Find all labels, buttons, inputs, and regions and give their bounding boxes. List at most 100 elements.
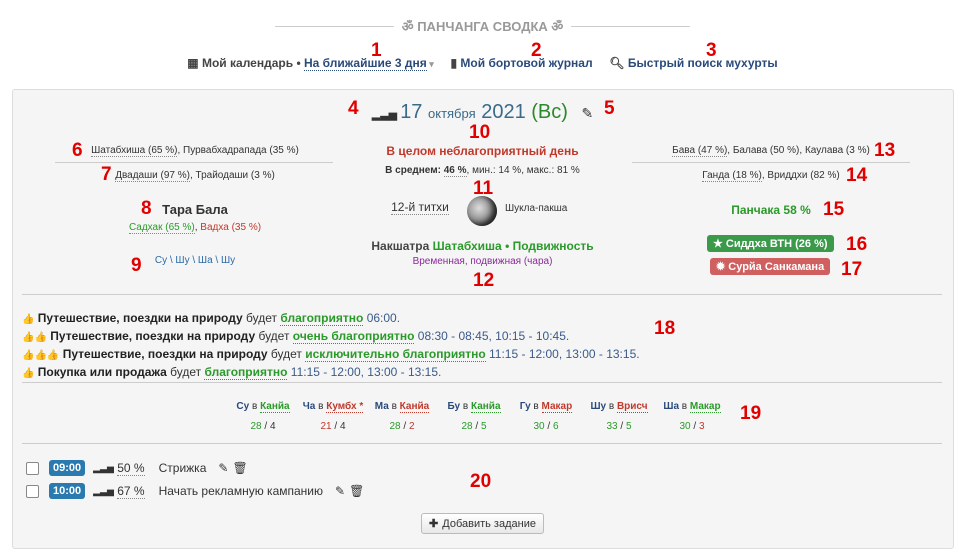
day-b: 4 <box>339 421 346 432</box>
signal-icon: ▂▃▅ <box>371 109 401 121</box>
thumbs-up-icon: 👍 <box>22 314 35 325</box>
karana-a[interactable]: Бава (47 %) <box>672 145 728 157</box>
panchaka: Панчака 58 % <box>731 203 811 217</box>
activity-row: 👍 Покупка или продажа будет благоприятно… <box>22 365 441 380</box>
weekdays-link[interactable]: Су \ Шу \ Ша \ Шу <box>154 255 236 266</box>
day-b: 2 <box>408 421 415 432</box>
marker-19: 19 <box>740 403 762 424</box>
marker-16: 16 <box>846 234 868 255</box>
nakshatra-a[interactable]: Шатабхиша (65 %) <box>91 145 178 157</box>
day-in: в <box>681 401 688 412</box>
day-cell: Су в Канйа 28 / 4 <box>236 401 290 432</box>
dvadashi[interactable]: Двадаши (97 %) <box>115 170 190 182</box>
tara-vadha: Вадха (35 %) <box>200 222 262 233</box>
my-calendar-label: Мой календарь <box>201 56 294 70</box>
day-b: 3 <box>698 421 705 432</box>
activity-row: 👍👍👍 Путешествие, поездки на природу буде… <box>22 347 640 362</box>
task-name: Стрижка <box>158 461 207 475</box>
day-abbr: Су <box>236 401 250 412</box>
paksha: Шукла-пакша <box>505 203 568 214</box>
activity-times: 08:30 - 08:45, 10:15 - 10:45. <box>417 329 570 343</box>
day-cell: Ча в Кумбх * 21 / 4 <box>302 401 364 432</box>
divider-2 <box>22 382 942 383</box>
day-a: 28 <box>250 421 262 432</box>
surya-text: Сурйа Санкамана <box>728 261 825 273</box>
marker-7: 7 <box>101 164 112 185</box>
page-title: ॐ ПАНЧАНГА СВОДКА ॐ <box>401 19 564 34</box>
trash-icon[interactable]: 🗑︎ <box>349 484 365 498</box>
day-b: 5 <box>480 421 487 432</box>
nakshatra-value: Шатабхиша • Подвижность <box>432 239 594 253</box>
avg-value[interactable]: 46 % <box>443 165 467 177</box>
marker-10: 10 <box>469 122 491 143</box>
activity-name: Путешествие, поездки на природу <box>62 347 268 361</box>
caret-icon[interactable]: ▾ <box>426 59 434 69</box>
activity-row: 👍👍 Путешествие, поездки на природу будет… <box>22 329 570 344</box>
day-sign[interactable]: Канйа <box>470 401 501 413</box>
trayodashi: Трайодаши (3 %) <box>195 170 275 181</box>
day-cell: Ма в Канйа 28 / 2 <box>374 401 430 432</box>
day-sign[interactable]: Врисч <box>616 401 648 413</box>
tithi-text[interactable]: 12-й титхи <box>391 200 449 215</box>
activity-name: Путешествие, поездки на природу <box>50 329 256 343</box>
task-checkbox[interactable] <box>26 461 39 475</box>
date-year: 2021 <box>481 101 526 123</box>
trash-icon[interactable]: 🗑︎ <box>232 461 248 475</box>
marker-11: 11 <box>473 178 494 199</box>
nakshatra-top-row: Шатабхиша (65 %), Пурвабхадрапада (35 %) <box>91 145 299 157</box>
task-pct[interactable]: 50 % <box>117 460 145 476</box>
task-name: Начать рекламную кампанию <box>158 484 323 498</box>
thumbs-up-icon: 👍👍 <box>22 332 47 343</box>
tara-sadhak[interactable]: Садхак (65 %) <box>128 222 195 234</box>
divider-3 <box>22 443 942 444</box>
edit-pencil-icon[interactable]: ✎ <box>581 105 594 121</box>
add-task-label: Добавить задание <box>442 517 536 530</box>
task-row: 09:00 ▂▃▅ 50 % Стрижка ✎ 🗑︎ <box>26 460 248 476</box>
day-sign[interactable]: Канйа <box>399 401 430 413</box>
task-checkbox[interactable] <box>26 484 39 498</box>
day-in: в <box>608 401 615 412</box>
activity-mid: будет <box>258 329 290 343</box>
activity-level[interactable]: очень благоприятно <box>292 329 415 344</box>
day-in: в <box>533 401 539 412</box>
top-links: ▦ Мой календарь • На ближайшие 3 дня ▾ ▮… <box>0 56 965 71</box>
range-dropdown[interactable]: На ближайшие 3 дня <box>303 56 427 71</box>
edit-icon[interactable]: ✎ <box>335 484 346 498</box>
nakshatra-sub: Временная, подвижная (чара) <box>412 256 553 267</box>
activity-level[interactable]: благоприятно <box>280 311 364 326</box>
plus-icon: ✚ <box>429 518 439 530</box>
nakshatra-line: Накшатра Шатабхиша • Подвижность <box>330 239 635 253</box>
marker-2: 2 <box>531 40 542 61</box>
day-abbr: Бу <box>447 401 461 412</box>
day-abbr: Шу <box>590 401 607 412</box>
day-sign[interactable]: Канйа <box>260 401 290 413</box>
siddha-text: Сиддха ВТН (26 %) <box>725 238 828 250</box>
edit-icon[interactable]: ✎ <box>218 461 229 475</box>
day-sign[interactable]: Кумбх * <box>326 401 364 413</box>
day-sign[interactable]: Макар <box>541 401 573 413</box>
muhurta-search-link[interactable]: Быстрый поиск мухурты <box>627 56 778 70</box>
calendar-icon: ▦ <box>187 56 199 70</box>
day-in: в <box>391 401 397 412</box>
tithi-label[interactable]: 12-й титхи <box>385 200 455 215</box>
marker-9: 9 <box>131 255 142 276</box>
task-pct[interactable]: 67 % <box>117 483 145 499</box>
min-max: , мин.: 14 %, макс.: 81 % <box>466 165 580 176</box>
marker-8: 8 <box>141 198 152 219</box>
activity-mid: будет <box>246 311 277 325</box>
day-sign[interactable]: Макар <box>689 401 721 413</box>
day-in: в <box>318 401 324 412</box>
divider-right <box>632 162 910 163</box>
activity-level[interactable]: исключительно благоприятно <box>305 347 486 362</box>
add-task-button[interactable]: ✚ Добавить задание <box>421 513 544 534</box>
yoga-b: Вриддхи (82 %) <box>767 170 840 181</box>
activity-level[interactable]: благоприятно <box>204 365 288 380</box>
yoga-row: Ганда (18 %), Вриддхи (82 %) <box>702 170 840 182</box>
yoga-a[interactable]: Ганда (18 %) <box>702 170 762 182</box>
activity-times: 06:00. <box>366 311 401 325</box>
marker-14: 14 <box>846 165 868 186</box>
journal-link[interactable]: Мой бортовой журнал <box>460 56 593 70</box>
task-time: 09:00 <box>49 460 86 476</box>
activity-mid: будет <box>170 365 202 379</box>
tara-bala-title: Тара Бала <box>162 202 228 217</box>
